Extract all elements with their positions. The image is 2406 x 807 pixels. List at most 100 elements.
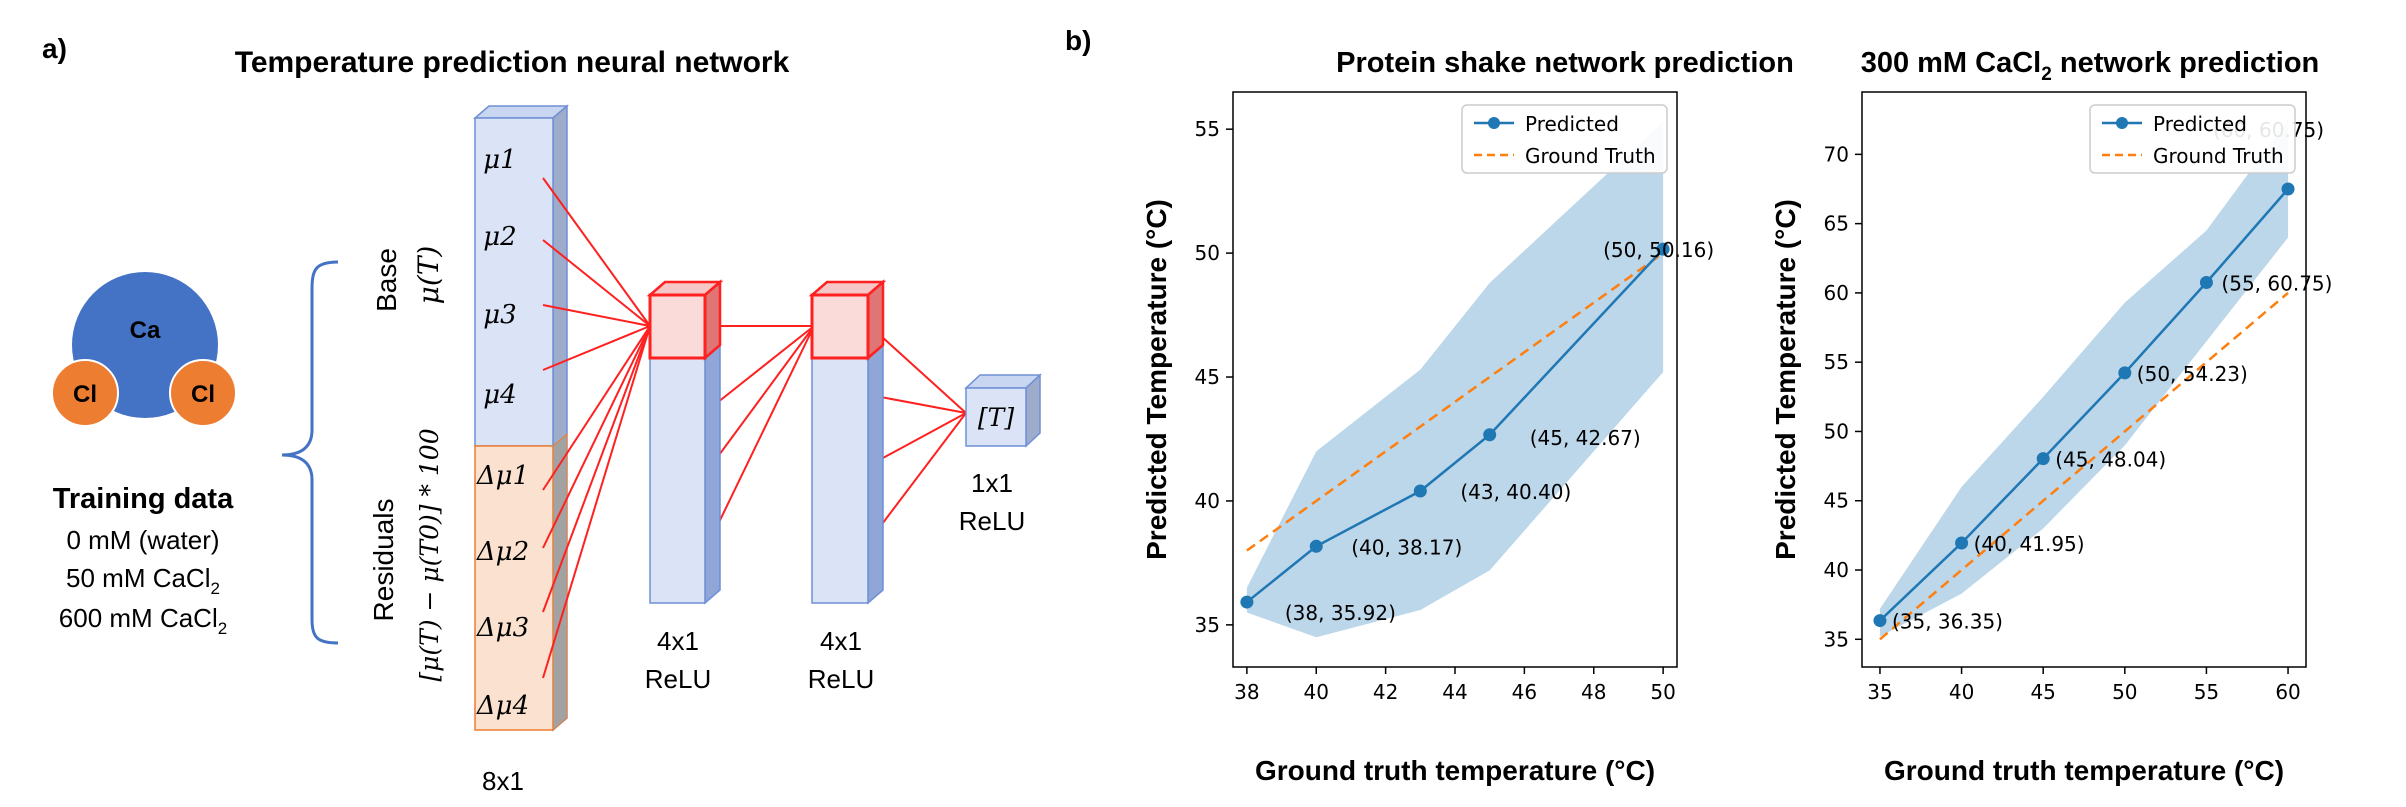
predicted-point: [1309, 539, 1323, 553]
input-dmu-4: Δμ4: [476, 691, 529, 721]
y-axis-label: Predicted Temperature (°C): [1141, 199, 1172, 560]
molecule-diagram: Ca Cl Cl: [51, 272, 237, 427]
chart-title: Protein shake network prediction: [1336, 47, 1794, 79]
x-tick-label: 50: [1650, 680, 1675, 704]
point-annotation: (55, 60.75): [2221, 272, 2332, 296]
input-mu-1: μ1: [483, 145, 516, 175]
point-annotation: (35, 36.35): [1892, 610, 2003, 634]
y-tick-label: 35: [1824, 627, 1849, 651]
predicted-point: [2036, 452, 2050, 466]
confidence-band: [1879, 119, 2289, 637]
predicted-line: [1879, 188, 2289, 622]
chart-title: 300 mM CaCl2 network prediction: [1861, 47, 2320, 85]
point-annotation: (43, 40.40): [1460, 480, 1571, 504]
point-annotation: (50, 50.16): [1603, 238, 1714, 262]
y-tick-label: 50: [1824, 419, 1849, 443]
hidden-layer-2-node: [810, 293, 870, 360]
predicted-point: [1240, 595, 1254, 609]
predicted-point: [1483, 428, 1497, 442]
output-size: 1x1: [971, 468, 1013, 498]
point-annotation: (38, 35.92): [1285, 601, 1396, 625]
legend-truth-label: Ground Truth: [1525, 144, 1656, 168]
x-tick-label: 55: [2194, 680, 2219, 704]
x-tick-label: 45: [2030, 680, 2055, 704]
ca-label: Ca: [130, 317, 161, 344]
input-mu-3: μ3: [483, 300, 516, 330]
residuals-formula: [μ(T) − μ(T0)] * 100: [415, 428, 444, 681]
x-tick-label: 50: [2112, 680, 2137, 704]
y-tick-label: 65: [1824, 212, 1849, 236]
x-tick-label: 60: [2275, 680, 2300, 704]
hidden-2-size: 4x1: [820, 626, 862, 656]
residuals-label: Residuals: [368, 499, 399, 622]
predicted-point: [1873, 614, 1887, 628]
legend-predicted-marker: [2116, 117, 2128, 129]
x-tick-label: 44: [1442, 680, 1467, 704]
y-tick-label: 45: [1824, 489, 1849, 513]
panel-a-title: Temperature prediction neural network: [235, 46, 790, 79]
hidden-layer-1-node: [648, 293, 707, 360]
input-dmu-2: Δμ2: [476, 537, 529, 567]
predicted-point: [1656, 242, 1670, 256]
input-layer-size: 8x1: [482, 766, 524, 796]
predicted-point: [1413, 484, 1427, 498]
cl-label-right: Cl: [191, 381, 215, 408]
predicted-point: [2199, 276, 2213, 290]
ground-truth-line: [1879, 291, 2289, 641]
input-mu-2: μ2: [483, 222, 516, 252]
legend-predicted-label: Predicted: [2153, 112, 2247, 136]
hidden-1-activation: ReLU: [645, 664, 711, 694]
plot-frame: [1861, 91, 2307, 668]
x-tick-label: 40: [1949, 680, 1974, 704]
input-dmu-3: Δμ3: [476, 613, 529, 643]
y-tick-label: 35: [1195, 613, 1220, 637]
base-label: Base: [371, 248, 402, 312]
hidden-2-activation: ReLU: [808, 664, 874, 694]
point-annotation: (45, 42.67): [1530, 426, 1641, 450]
x-tick-label: 40: [1304, 680, 1329, 704]
hidden-layer-1: [646, 279, 724, 605]
y-tick-label: 70: [1824, 142, 1849, 166]
y-tick-label: 55: [1824, 350, 1849, 374]
output-activation: ReLU: [959, 506, 1025, 536]
input-dmu-1: Δμ1: [476, 461, 529, 491]
y-axis-label: Predicted Temperature (°C): [1770, 199, 1801, 560]
predicted-point: [1955, 536, 1969, 550]
training-line-1: 0 mM (water): [66, 525, 219, 555]
input-layer: [472, 104, 570, 732]
output-symbol: [T]: [978, 403, 1014, 432]
hidden-layer-2: [808, 279, 887, 605]
cl-label-left: Cl: [73, 381, 97, 408]
input-base-block: [474, 117, 554, 447]
y-tick-label: 50: [1195, 241, 1220, 265]
point-annotation: (40, 41.95): [1974, 532, 2085, 556]
predicted-point: [2281, 182, 2295, 196]
point-annotation: (50, 54.23): [2137, 362, 2248, 386]
x-tick-label: 42: [1373, 680, 1398, 704]
predicted-point: [2118, 366, 2132, 380]
base-formula: μ(T): [412, 246, 445, 305]
legend-truth-label: Ground Truth: [2153, 144, 2284, 168]
y-tick-label: 40: [1195, 489, 1220, 513]
output-node: [964, 373, 1042, 448]
x-tick-label: 48: [1581, 680, 1606, 704]
input-mu-4: μ4: [483, 380, 516, 410]
y-tick-label: 45: [1195, 365, 1220, 389]
training-line-3: 600 mM CaCl2: [59, 603, 227, 638]
chart-protein-shake: Protein shake network prediction (38, 35.…: [1141, 47, 1794, 786]
training-data-title: Training data: [53, 483, 234, 515]
ground-truth-line: [1246, 252, 1664, 552]
y-tick-label: 55: [1195, 117, 1220, 141]
chlorine-atom-right: [169, 359, 237, 427]
panel-b-label: b): [1065, 25, 1091, 56]
point-annotation: (45, 48.04): [2055, 448, 2166, 472]
chart-cacl2: 300 mM CaCl2 network prediction (35, 36.3…: [1770, 47, 2332, 786]
x-tick-label: 46: [1512, 680, 1537, 704]
legend-predicted-marker: [1488, 117, 1500, 129]
curly-brace: [281, 260, 339, 645]
chlorine-atom-left: [51, 359, 119, 427]
confidence-band: [1246, 121, 1664, 638]
legend-predicted-label: Predicted: [1525, 112, 1619, 136]
y-tick-label: 60: [1824, 281, 1849, 305]
